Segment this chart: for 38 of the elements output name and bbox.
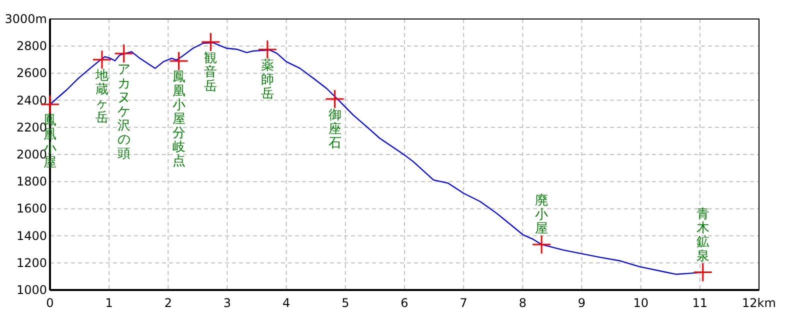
x-tick-label: 9 bbox=[578, 296, 586, 310]
annotation: 御座石 bbox=[328, 108, 342, 151]
annotation: アカヌケ沢の頭 bbox=[117, 62, 130, 162]
point bbox=[114, 44, 134, 64]
point bbox=[92, 50, 112, 70]
point bbox=[325, 89, 345, 109]
y-tick-label: 2600 bbox=[16, 66, 47, 80]
annotation: 鳳凰小屋分岐点 bbox=[172, 70, 186, 170]
annotation: 薬師岳 bbox=[260, 58, 274, 102]
point bbox=[200, 32, 220, 52]
y-tick-label: 2400 bbox=[16, 93, 47, 108]
y-tick-label: 1400 bbox=[16, 228, 47, 243]
x-tick-label: 6 bbox=[400, 296, 408, 310]
y-tick-label: 1800 bbox=[16, 174, 47, 189]
x-tick-label: 12km bbox=[742, 296, 776, 310]
point bbox=[532, 234, 552, 254]
x-tick-label: 8 bbox=[518, 296, 526, 310]
x-tick-label: 0 bbox=[46, 296, 54, 310]
point bbox=[169, 51, 189, 71]
x-tick-label: 5 bbox=[342, 296, 350, 310]
x-tick-label: 4 bbox=[282, 296, 290, 310]
y-tick-label: 3000m bbox=[4, 12, 47, 26]
annotation: 青木鉱泉 bbox=[696, 207, 710, 264]
y-tick-label: 2800 bbox=[16, 39, 47, 54]
x-tick-label: 1 bbox=[105, 296, 113, 310]
annotation: 観音岳 bbox=[204, 51, 218, 94]
x-tick-label: 10 bbox=[633, 296, 648, 310]
point bbox=[693, 262, 713, 282]
y-tick-label: 1600 bbox=[16, 202, 47, 216]
point bbox=[258, 40, 278, 60]
y-tick-label: 1000 bbox=[16, 283, 47, 297]
x-tick-label: 2 bbox=[164, 296, 172, 310]
x-tick-label: 11 bbox=[692, 296, 708, 310]
annotation: 地蔵ヶ岳 bbox=[94, 68, 108, 126]
y-tick-label: 1200 bbox=[16, 256, 47, 270]
x-tick-label: 7 bbox=[460, 296, 468, 310]
x-tick-label: 3 bbox=[223, 296, 232, 310]
annotation: 廃小屋 bbox=[535, 193, 548, 236]
